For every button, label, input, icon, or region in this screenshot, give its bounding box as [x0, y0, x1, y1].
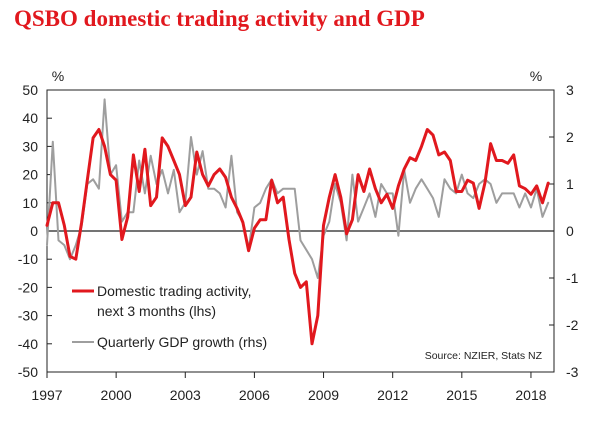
left-tick-label: -40 — [18, 336, 38, 352]
x-tick-label: 2009 — [308, 387, 339, 403]
x-tick-label: 1997 — [31, 387, 62, 403]
series-lines — [45, 98, 550, 346]
legend-item-gdp: Quarterly GDP growth (rhs) — [72, 334, 267, 350]
right-tick-label: -2 — [566, 317, 579, 333]
right-tick-label: 3 — [566, 82, 574, 98]
legend-label-line2: next 3 months (lhs) — [97, 303, 216, 319]
left-tick-label: 40 — [22, 110, 38, 126]
left-axis-unit: % — [52, 68, 64, 84]
left-tick-label: -20 — [18, 279, 38, 295]
left-tick-label: -10 — [18, 251, 38, 267]
legend-label: Quarterly GDP growth (rhs) — [97, 334, 267, 350]
legend-label-line1: Domestic trading activity, — [97, 283, 252, 299]
x-tick-label: 2006 — [239, 387, 270, 403]
legend: Domestic trading activity, next 3 months … — [72, 283, 267, 350]
domestic-trading-line — [45, 128, 550, 346]
right-axis-unit: % — [530, 68, 542, 84]
left-tick-label: -50 — [18, 364, 38, 380]
right-tick-label: 2 — [566, 129, 574, 145]
gdp-growth-line — [46, 98, 550, 279]
x-tick-label: 2000 — [101, 387, 132, 403]
left-tick-label: -30 — [18, 308, 38, 324]
source-note: Source: NZIER, Stats NZ — [425, 350, 543, 362]
left-tick-label: 20 — [22, 167, 38, 183]
right-tick-label: -3 — [566, 364, 579, 380]
x-tick-label: 2015 — [446, 387, 477, 403]
left-tick-label: 50 — [22, 82, 38, 98]
x-tick-label: 2018 — [515, 387, 546, 403]
left-tick-label: 30 — [22, 138, 38, 154]
right-tick-label: 1 — [566, 176, 574, 192]
left-tick-label: 10 — [22, 195, 38, 211]
left-tick-label: 0 — [30, 223, 38, 239]
right-tick-label: -1 — [566, 270, 579, 286]
x-tick-label: 2003 — [170, 387, 201, 403]
x-tick-label: 2012 — [377, 387, 408, 403]
tick-labels: 50403020100-10-20-30-40-503210-1-2-31997… — [18, 68, 579, 403]
right-tick-label: 0 — [566, 223, 574, 239]
chart-title: QSBO domestic trading activity and GDP — [14, 6, 425, 31]
legend-item-domestic: Domestic trading activity, next 3 months … — [72, 283, 252, 319]
